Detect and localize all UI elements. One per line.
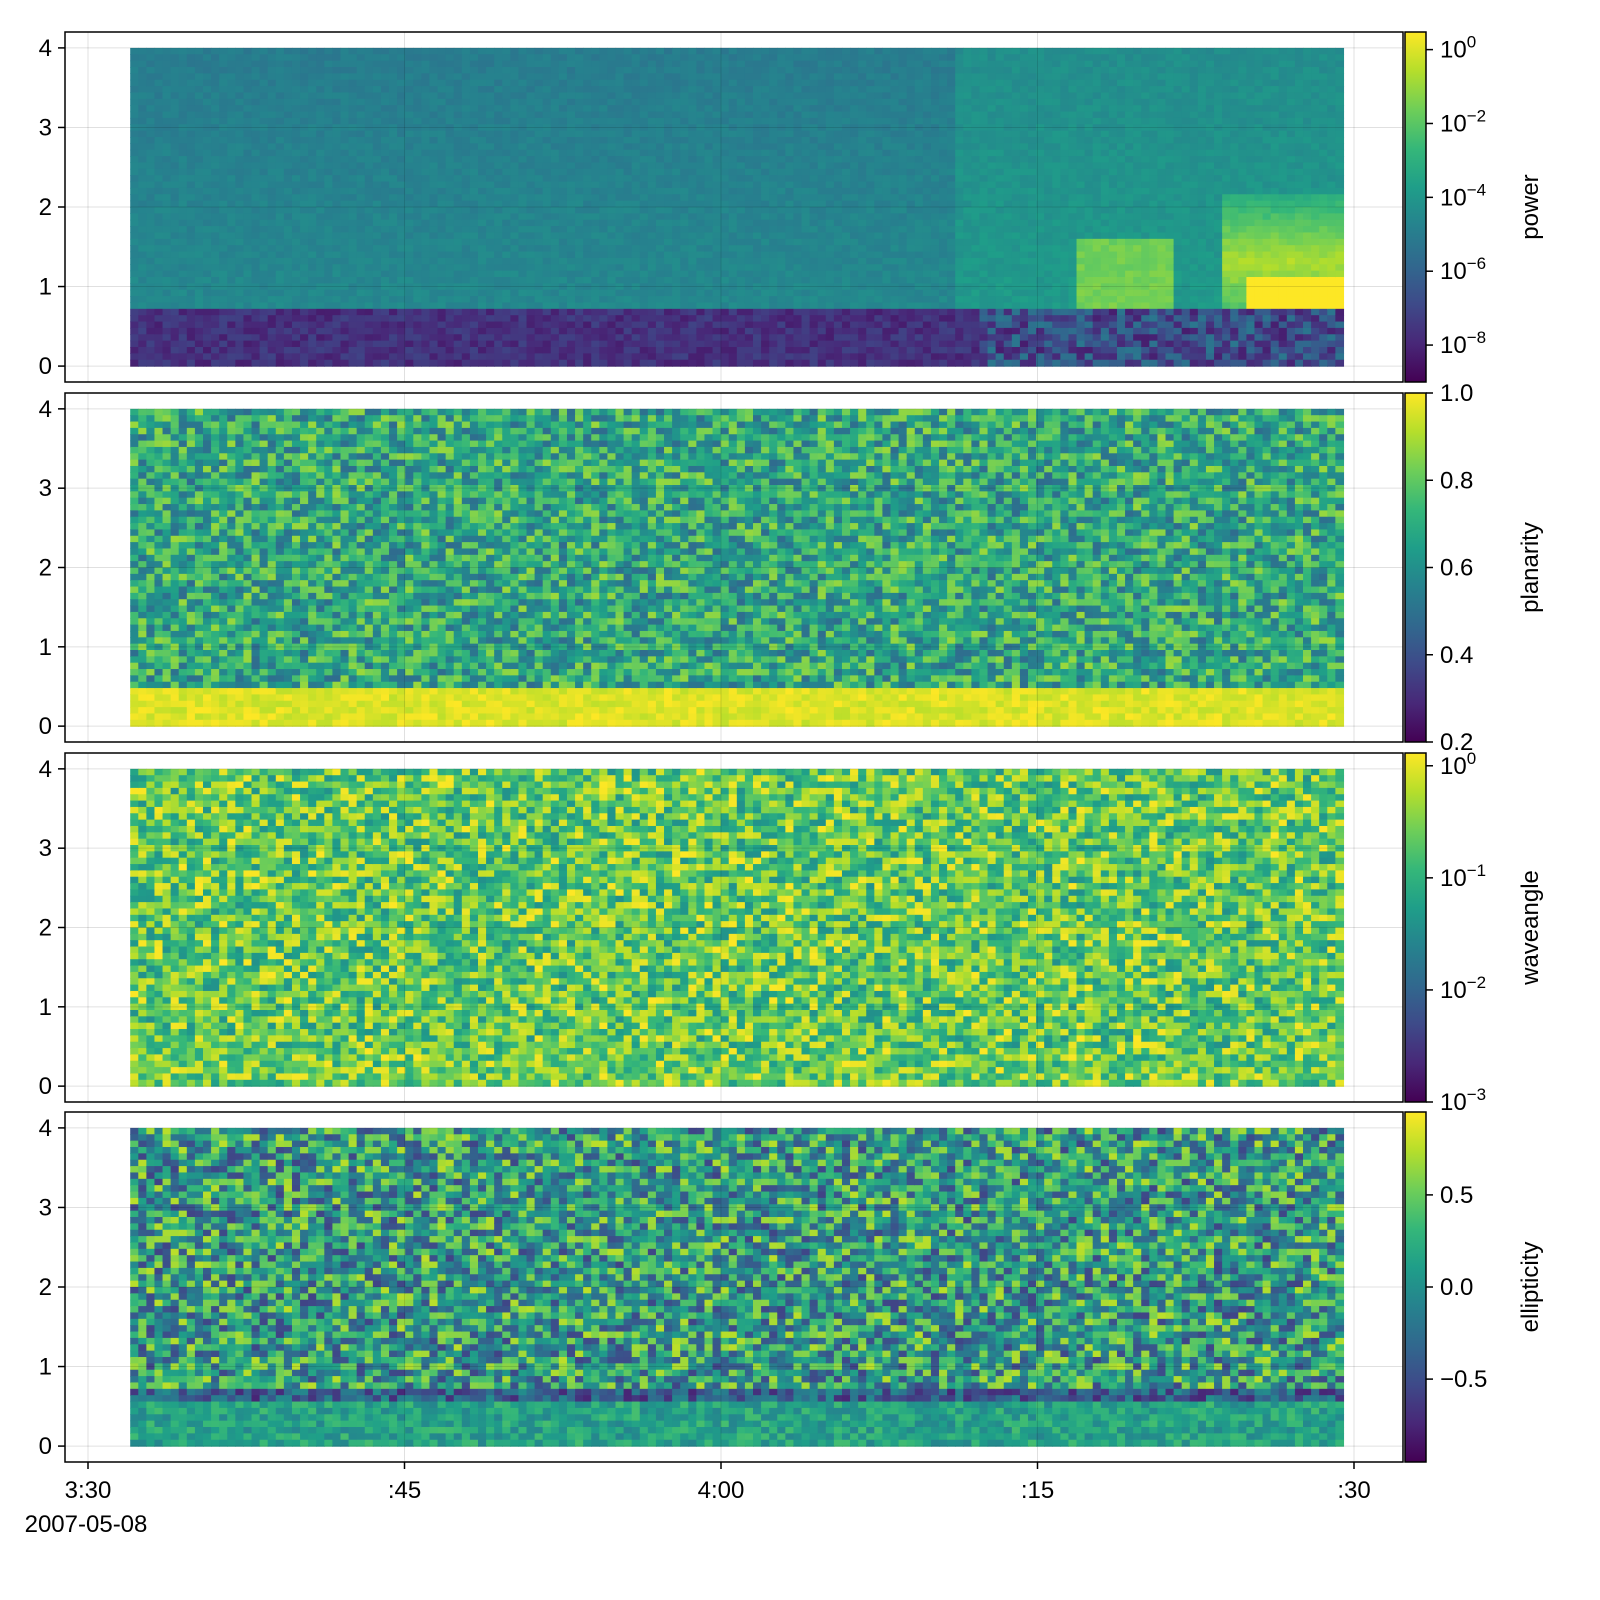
y-tick-label: 1 bbox=[39, 994, 52, 1021]
panel-power: 0 1 2 3 4 100 10−2 10−4 10−6 10−8 power bbox=[39, 32, 1544, 382]
colorbar-tick-label: 0.6 bbox=[1440, 555, 1473, 582]
colorbar-tick-label: 10−2 bbox=[1440, 106, 1486, 137]
y-tick-label: 3 bbox=[39, 475, 52, 502]
y-tick-label: 4 bbox=[39, 396, 52, 423]
x-axis: 3:30 :45 4:00 :15 :30 2007-05-08 bbox=[25, 1462, 1371, 1538]
y-tick-label: 2 bbox=[39, 555, 52, 582]
y-tick-label: 3 bbox=[39, 114, 52, 141]
colorbar-gradient bbox=[1405, 393, 1426, 742]
y-tick-label: 1 bbox=[39, 634, 52, 661]
y-tick-label: 1 bbox=[39, 1354, 52, 1381]
y-tick-label: 4 bbox=[39, 756, 52, 783]
colorbar-gradient bbox=[1405, 1112, 1426, 1462]
colorbar-tick-label: 10−4 bbox=[1440, 180, 1486, 211]
y-tick-label: 3 bbox=[39, 835, 52, 862]
colorbar-waveangle: 100 10−1 10−2 10−3 waveangle bbox=[1405, 749, 1544, 1116]
panel-waveangle: 0 1 2 3 4 100 10−1 10−2 10−3 waveangle bbox=[39, 749, 1544, 1116]
y-tick-label: 2 bbox=[39, 915, 52, 942]
colorbar-gradient bbox=[1405, 753, 1426, 1102]
x-date-label: 2007-05-08 bbox=[25, 1511, 148, 1538]
y-tick-label: 0 bbox=[39, 353, 52, 380]
colorbar-tick-label: 100 bbox=[1440, 33, 1476, 64]
colorbar-tick-label: 10−2 bbox=[1440, 973, 1486, 1004]
y-tick-label: 2 bbox=[39, 194, 52, 221]
panel-ellipticity: 0 1 2 3 4 0.5 0.0 −0.5 ellipticity bbox=[39, 1112, 1544, 1462]
colorbar-tick-label: 10−8 bbox=[1440, 328, 1486, 359]
colorbar-tick-label: 100 bbox=[1440, 749, 1476, 780]
colorbar-tick-label: 10−1 bbox=[1440, 861, 1486, 892]
colorbar-power: 100 10−2 10−4 10−6 10−8 power bbox=[1405, 32, 1544, 382]
colorbar-ellipticity: 0.5 0.0 −0.5 ellipticity bbox=[1405, 1112, 1544, 1462]
y-tick-label: 0 bbox=[39, 1073, 52, 1100]
y-tick-label: 0 bbox=[39, 1433, 52, 1460]
x-tick-label: :30 bbox=[1337, 1477, 1370, 1504]
y-tick-label: 2 bbox=[39, 1274, 52, 1301]
y-tick-label: 4 bbox=[39, 35, 52, 62]
colorbar-tick-label: 0.4 bbox=[1440, 642, 1473, 669]
y-tick-label: 3 bbox=[39, 1194, 52, 1221]
colorbar-label: power bbox=[1517, 174, 1544, 239]
x-tick-label: 3:30 bbox=[65, 1477, 112, 1504]
y-tick-label: 1 bbox=[39, 274, 52, 301]
x-tick-label: :45 bbox=[388, 1477, 421, 1504]
colorbar-tick-label: −0.5 bbox=[1440, 1366, 1487, 1393]
colorbar-label: planarity bbox=[1517, 522, 1544, 613]
colorbar-tick-label: 10−6 bbox=[1440, 254, 1486, 285]
colorbar-label: ellipticity bbox=[1517, 1242, 1544, 1333]
colorbar-tick-label: 10−3 bbox=[1440, 1085, 1486, 1116]
x-tick-label: :15 bbox=[1021, 1477, 1054, 1504]
y-tick-label: 4 bbox=[39, 1115, 52, 1142]
colorbar-tick-label: 0.5 bbox=[1440, 1182, 1473, 1209]
colorbar-label: waveangle bbox=[1517, 870, 1544, 986]
colorbar-gradient bbox=[1405, 32, 1426, 382]
colorbar-tick-label: 0.8 bbox=[1440, 467, 1473, 494]
colorbar-tick-label: 1.0 bbox=[1440, 380, 1473, 407]
y-tick-label: 0 bbox=[39, 713, 52, 740]
colorbar-tick-label: 0.0 bbox=[1440, 1274, 1473, 1301]
x-tick-label: 4:00 bbox=[698, 1477, 745, 1504]
